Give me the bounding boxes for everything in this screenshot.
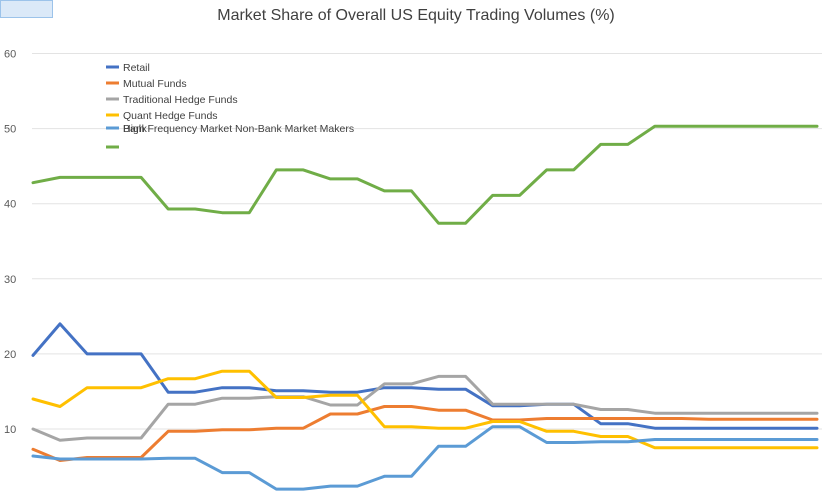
y-tick-label-40: 40 — [4, 199, 16, 211]
legend-label-1: Mutual Funds — [123, 78, 187, 90]
legend-label-4: High Frequency Market Non-Bank Market Ma… — [123, 123, 354, 135]
y-tick-label-60: 60 — [4, 49, 16, 61]
y-tick-label-10: 10 — [4, 424, 16, 436]
series-line-traditional-hedge-funds — [31, 374, 819, 442]
series-line-mutual-funds — [31, 405, 819, 462]
legend-label-5: Bank — [123, 123, 148, 135]
series-line-bank — [31, 124, 819, 225]
legend: Retail Mutual Funds Traditional Hedge Fund… — [106, 62, 354, 149]
legend-label-0: Retail — [123, 62, 150, 74]
legend-label-3: Quant Hedge Funds — [123, 110, 218, 122]
series-line-quant-hedge-funds — [31, 369, 819, 450]
selected-cell-box[interactable] — [0, 0, 53, 18]
series-line-retail — [31, 322, 819, 430]
y-axis-ticks: 10 20 30 40 50 60 — [4, 49, 16, 437]
series-lines — [31, 124, 819, 491]
y-tick-label-50: 50 — [4, 124, 16, 136]
chart-title: Market Share of Overall US Equity Tradin… — [217, 7, 615, 24]
series-line-high-frequency-market-non-bank-market-makers — [31, 425, 819, 491]
y-tick-label-20: 20 — [4, 349, 16, 361]
y-tick-label-30: 30 — [4, 274, 16, 286]
legend-label-2: Traditional Hedge Funds — [123, 94, 238, 106]
